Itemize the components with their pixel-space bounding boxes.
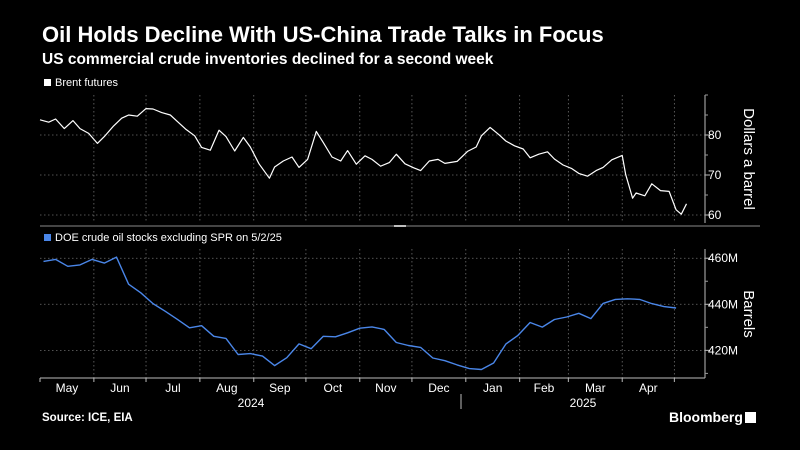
doe-y-tick-label: 440M [708, 297, 738, 311]
month-label: May [56, 381, 79, 395]
source-note: Source: ICE, EIA [42, 412, 133, 424]
bloomberg-logo: Bloomberg [669, 409, 756, 425]
chart-headline: Oil Holds Decline With US-China Trade Ta… [42, 22, 604, 47]
doe-y-axis-title: Barrels [740, 290, 757, 338]
bloomberg-mark-icon [744, 412, 756, 423]
month-label: Jan [483, 381, 502, 395]
brent-y-tick-label: 80 [708, 128, 722, 142]
doe-panel: DOE crude oil stocks excluding SPR on 5/… [40, 232, 757, 378]
month-label: Aug [216, 381, 237, 395]
brent-horizontal-gridlines [40, 134, 705, 216]
brent-y-axis-title: Dollars a barrel [740, 108, 757, 210]
month-label: Dec [428, 381, 449, 395]
time-axis: May Jun Jul Aug Sep Oct Nov Dec Jan Feb Mar Apr 202… [39, 377, 705, 410]
bloomberg-wordmark: Bloomberg [669, 409, 743, 425]
brent-series-line [39, 107, 688, 215]
doe-legend-label: DOE crude oil stocks excluding SPR on 5/… [55, 232, 282, 244]
chart-subheadline: US commercial crude inventories declined… [42, 51, 494, 68]
doe-vertical-gridlines [93, 249, 675, 378]
doe-horizontal-gridlines [40, 257, 705, 351]
brent-y-ticks: 60 70 80 [705, 94, 722, 222]
month-label: Mar [585, 381, 606, 395]
brent-legend-swatch [44, 79, 51, 86]
year-label-2025: 2025 [570, 396, 597, 410]
month-label: Nov [375, 381, 396, 395]
month-label: Oct [324, 381, 343, 395]
month-label: Apr [639, 381, 658, 395]
month-label: Feb [534, 381, 555, 395]
month-tick-marks [39, 378, 675, 382]
month-label: Jun [110, 381, 129, 395]
year-label-2024: 2024 [238, 396, 265, 410]
brent-y-tick-label: 60 [708, 208, 722, 222]
brent-vertical-gridlines [93, 95, 675, 223]
doe-y-ticks: 420M 440M 460M [705, 251, 738, 374]
doe-legend-swatch [44, 234, 51, 241]
brent-y-tick-label: 70 [708, 168, 722, 182]
month-label: Jul [165, 381, 180, 395]
doe-y-tick-label: 460M [708, 251, 738, 265]
doe-y-tick-label: 420M [708, 343, 738, 357]
brent-panel: Brent futures 60 70 80 Dollars a barrel [39, 77, 757, 223]
doe-series-line [43, 256, 677, 371]
month-label: Sep [269, 381, 291, 395]
brent-legend-label: Brent futures [55, 77, 118, 89]
month-labels: May Jun Jul Aug Sep Oct Nov Dec Jan Feb Mar Apr [56, 381, 658, 395]
